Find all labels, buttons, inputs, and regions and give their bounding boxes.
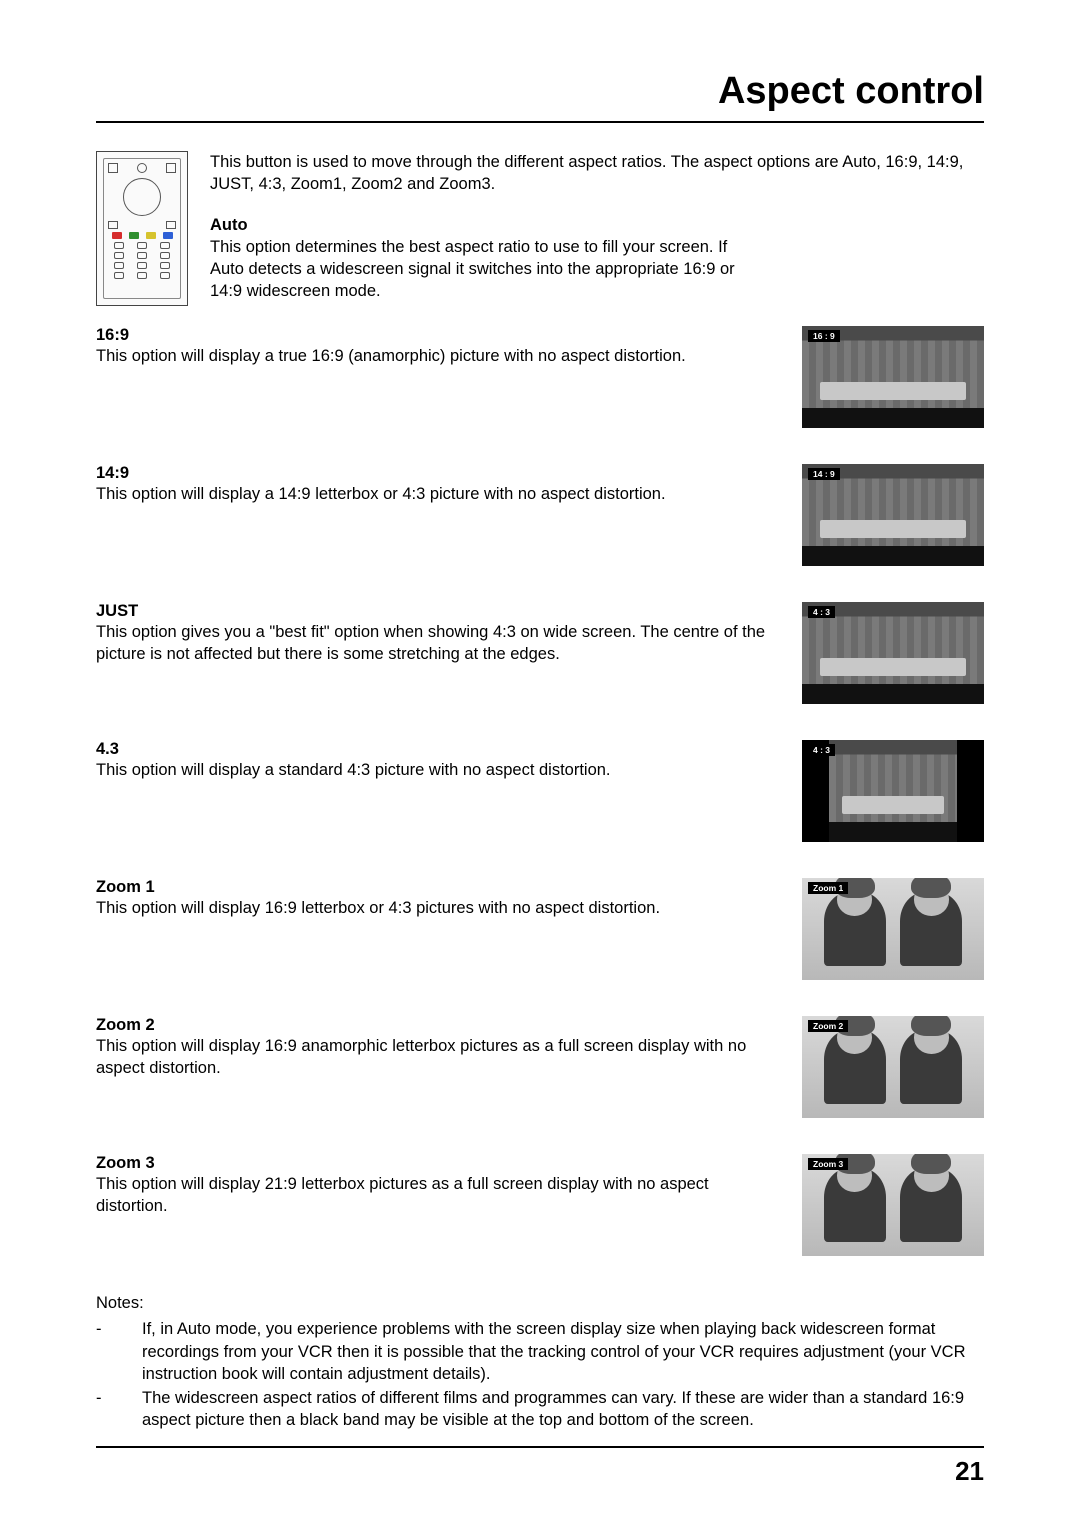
thumb-label: 14 : 9 [808, 468, 840, 480]
aspect-body: This option gives you a "best fit" optio… [96, 621, 778, 666]
aspect-item: 16:9This option will display a true 16:9… [96, 326, 984, 428]
aspect-thumbnail: Zoom 2 [802, 1016, 984, 1118]
aspect-body: This option will display 16:9 anamorphic… [96, 1035, 778, 1080]
aspect-heading: Zoom 3 [96, 1154, 778, 1173]
auto-heading: Auto [210, 214, 984, 236]
aspect-body: This option will display 16:9 letterbox … [96, 897, 778, 919]
intro-text: This button is used to move through the … [210, 151, 984, 196]
remote-color-2 [146, 232, 156, 239]
aspect-body: This option will display a true 16:9 (an… [96, 345, 778, 367]
remote-color-3 [163, 232, 173, 239]
aspect-heading: Zoom 2 [96, 1016, 778, 1035]
thumb-label: 4 : 3 [808, 744, 835, 756]
notes-block: Notes: -If, in Auto mode, you experience… [96, 1292, 984, 1432]
remote-color-1 [129, 232, 139, 239]
aspect-item: 14:9This option will display a 14:9 lett… [96, 464, 984, 566]
aspect-body: This option will display 21:9 letterbox … [96, 1173, 778, 1218]
aspect-heading: Zoom 1 [96, 878, 778, 897]
bottom-rule [96, 1446, 984, 1448]
thumb-label: 4 : 3 [808, 606, 835, 618]
thumb-label: Zoom 3 [808, 1158, 848, 1170]
thumb-label: Zoom 2 [808, 1020, 848, 1032]
remote-control-icon [96, 151, 188, 306]
title-rule [96, 121, 984, 123]
auto-body: This option determines the best aspect r… [210, 236, 750, 303]
aspect-thumbnail: 16 : 9 [802, 326, 984, 428]
note-text: If, in Auto mode, you experience problem… [142, 1318, 984, 1385]
aspect-item: JUSTThis option gives you a "best fit" o… [96, 602, 984, 704]
remote-color-0 [112, 232, 122, 239]
note-text: The widescreen aspect ratios of differen… [142, 1387, 984, 1432]
aspect-item: Zoom 2This option will display 16:9 anam… [96, 1016, 984, 1118]
note-item: -If, in Auto mode, you experience proble… [96, 1318, 984, 1385]
aspect-heading: 16:9 [96, 326, 778, 345]
aspect-thumbnail: Zoom 3 [802, 1154, 984, 1256]
notes-heading: Notes: [96, 1292, 984, 1314]
thumb-label: 16 : 9 [808, 330, 840, 342]
aspect-heading: 14:9 [96, 464, 778, 483]
aspect-thumbnail: 4 : 3 [802, 740, 984, 842]
page-title: Aspect control [96, 70, 984, 113]
aspect-item: Zoom 3This option will display 21:9 lett… [96, 1154, 984, 1256]
note-dash: - [96, 1387, 110, 1432]
aspect-thumbnail: 4 : 3 [802, 602, 984, 704]
aspect-body: This option will display a standard 4:3 … [96, 759, 778, 781]
aspect-item: 4.3This option will display a standard 4… [96, 740, 984, 842]
page-number: 21 [96, 1456, 984, 1487]
thumb-label: Zoom 1 [808, 882, 848, 894]
note-item: -The widescreen aspect ratios of differe… [96, 1387, 984, 1432]
aspect-thumbnail: Zoom 1 [802, 878, 984, 980]
aspect-item: Zoom 1This option will display 16:9 lett… [96, 878, 984, 980]
aspect-heading: 4.3 [96, 740, 778, 759]
remote-color-buttons [108, 232, 176, 239]
aspect-thumbnail: 14 : 9 [802, 464, 984, 566]
aspect-heading: JUST [96, 602, 778, 621]
aspect-list: 16:9This option will display a true 16:9… [96, 326, 984, 1256]
intro-row: This button is used to move through the … [96, 151, 984, 306]
aspect-body: This option will display a 14:9 letterbo… [96, 483, 778, 505]
note-dash: - [96, 1318, 110, 1385]
